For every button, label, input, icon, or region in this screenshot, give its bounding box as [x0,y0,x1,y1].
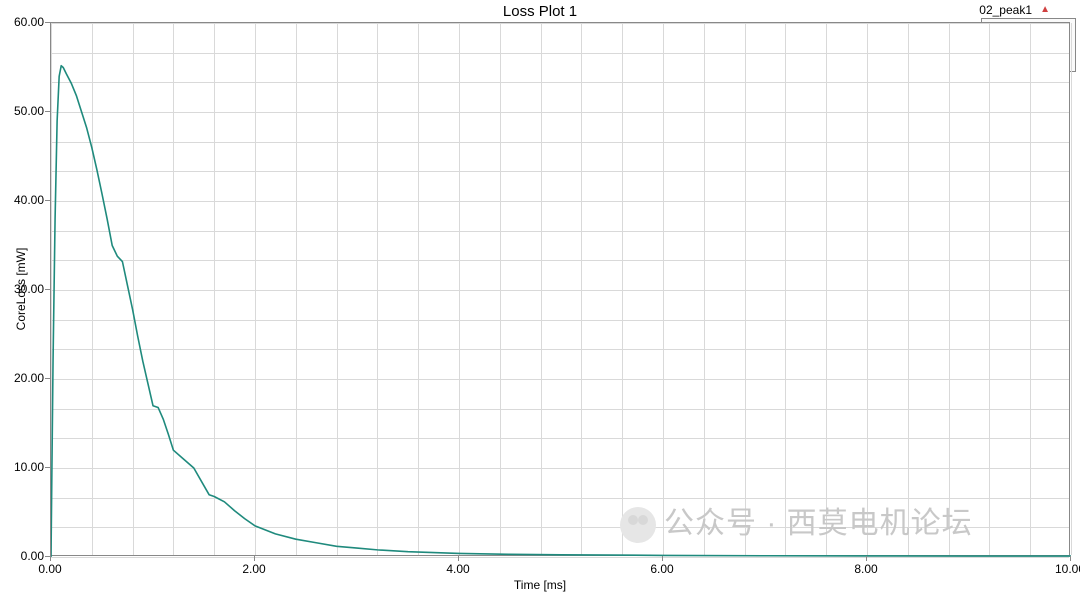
coreloss-line [51,66,1071,557]
curve-svg [51,23,1071,557]
y-tick-label: 10.00 [10,460,44,474]
y-tick-label: 30.00 [10,282,44,296]
plot-area [50,22,1070,556]
x-tick-label: 10.00 [1055,562,1080,576]
design-label: 02_peak1 [979,3,1032,17]
x-tick-label: 2.00 [242,562,265,576]
x-tick-label: 0.00 [38,562,61,576]
y-tick-label: 60.00 [10,15,44,29]
x-tick-label: 4.00 [446,562,469,576]
warning-icon: ▲ [1040,4,1050,15]
y-tick-label: 40.00 [10,193,44,207]
x-tick-label: 6.00 [650,562,673,576]
y-tick-label: 20.00 [10,371,44,385]
x-tick-label: 8.00 [854,562,877,576]
x-axis-label: Time [ms] [514,578,566,592]
y-tick-label: 0.00 [10,549,44,563]
y-tick-label: 50.00 [10,104,44,118]
chart-title: Loss Plot 1 [503,3,577,20]
